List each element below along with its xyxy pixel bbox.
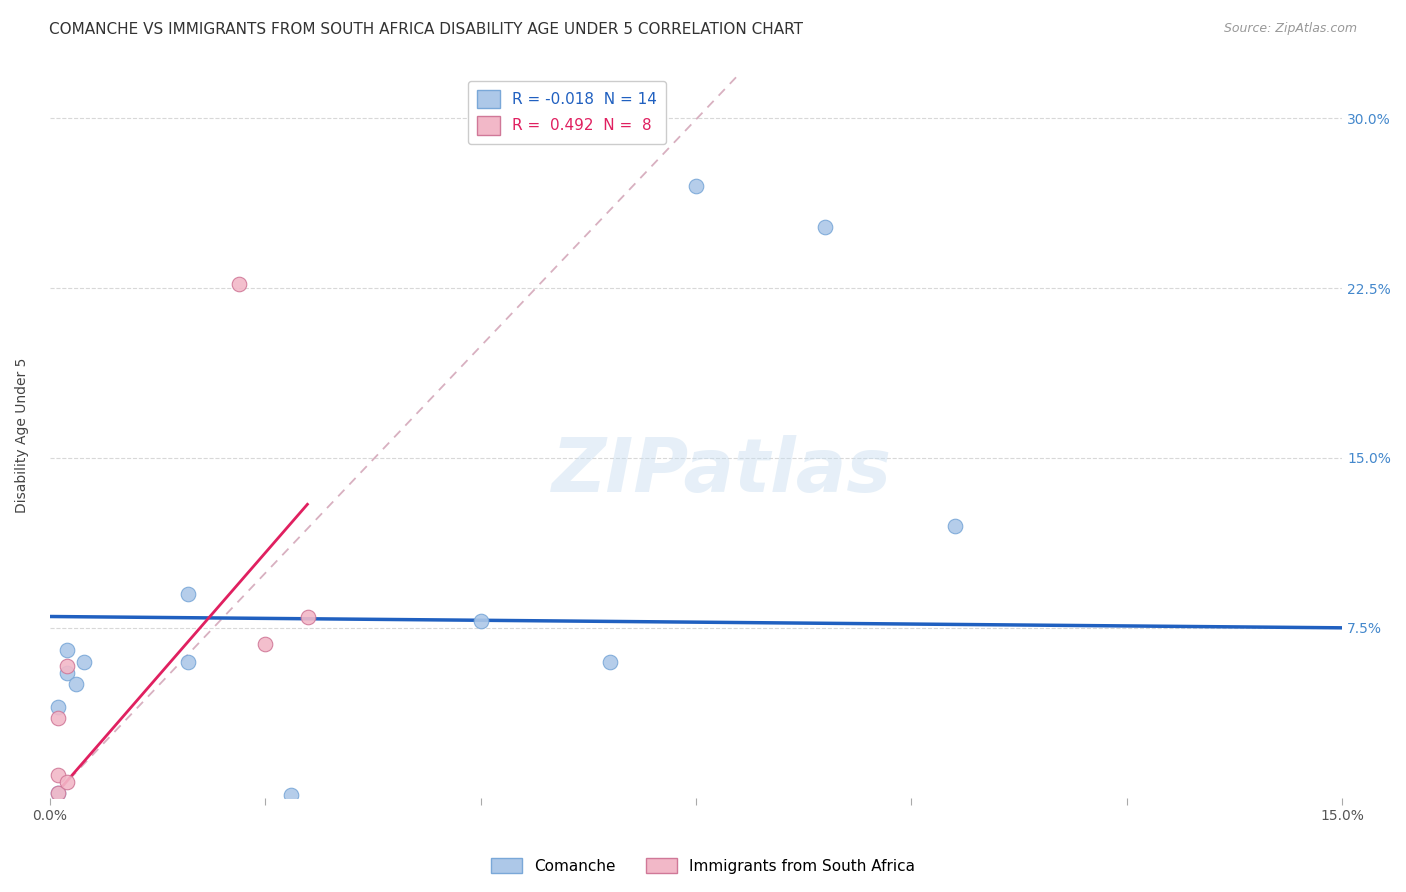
Point xyxy=(48,768,70,782)
Point xyxy=(814,219,837,234)
Point xyxy=(48,711,70,725)
Point xyxy=(56,643,79,657)
Point xyxy=(48,786,70,800)
Point xyxy=(48,786,70,800)
Text: COMANCHE VS IMMIGRANTS FROM SOUTH AFRICA DISABILITY AGE UNDER 5 CORRELATION CHAR: COMANCHE VS IMMIGRANTS FROM SOUTH AFRICA… xyxy=(49,22,803,37)
Point xyxy=(599,655,621,669)
Point xyxy=(470,614,492,628)
Legend: Comanche, Immigrants from South Africa: Comanche, Immigrants from South Africa xyxy=(485,852,921,880)
Point xyxy=(56,659,79,673)
Point xyxy=(280,789,302,803)
Point xyxy=(943,519,966,533)
Point xyxy=(254,637,277,651)
Point xyxy=(48,700,70,714)
Point xyxy=(176,655,198,669)
Text: ZIPatlas: ZIPatlas xyxy=(553,435,891,508)
Point xyxy=(228,277,250,291)
Point xyxy=(176,587,198,601)
Point xyxy=(73,655,96,669)
Legend: R = -0.018  N = 14, R =  0.492  N =  8: R = -0.018 N = 14, R = 0.492 N = 8 xyxy=(468,80,666,144)
Y-axis label: Disability Age Under 5: Disability Age Under 5 xyxy=(15,358,30,513)
Point xyxy=(297,609,319,624)
Point xyxy=(56,774,79,789)
Point xyxy=(56,666,79,681)
Point xyxy=(685,179,707,194)
Text: Source: ZipAtlas.com: Source: ZipAtlas.com xyxy=(1223,22,1357,36)
Point xyxy=(65,677,87,691)
